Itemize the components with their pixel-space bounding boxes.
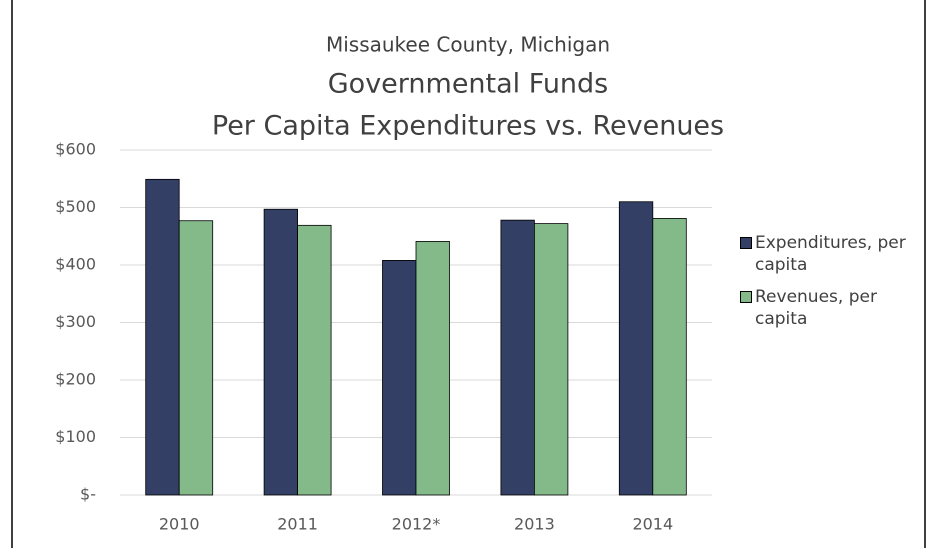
bar [415, 241, 450, 496]
x-tick-label: 2013 [514, 515, 555, 534]
y-tick-label: $200 [55, 370, 96, 389]
bar [382, 259, 417, 496]
x-tick-label: 2011 [277, 515, 318, 534]
chart-title: Governmental Funds [328, 69, 609, 100]
y-tick-label: $600 [55, 140, 96, 159]
y-tick-label: $400 [55, 255, 96, 274]
bar [145, 178, 180, 496]
x-tick-label: 2012* [392, 515, 441, 534]
chart-subtitle: Per Capita Expenditures vs. Revenues [212, 111, 724, 142]
bar [652, 218, 687, 496]
legend-swatch [740, 237, 752, 249]
bar [500, 219, 535, 496]
bar [618, 201, 654, 496]
bar [263, 208, 299, 496]
legend: Expenditures, per capita Revenues, per ca… [740, 232, 920, 340]
legend-label: Revenues, per capita [755, 287, 877, 329]
bar [297, 224, 332, 496]
legend-swatch [740, 291, 752, 303]
bar [534, 223, 569, 496]
legend-item: Revenues, per capita [740, 286, 920, 330]
y-tick-label: $100 [55, 427, 96, 446]
frame [11, 0, 926, 548]
chart-supertitle: Missaukee County, Michigan [326, 33, 610, 57]
x-tick-label: 2010 [159, 515, 200, 534]
y-tick-label: $300 [55, 312, 96, 331]
bar [178, 220, 214, 496]
y-tick-label: $- [80, 485, 96, 504]
legend-label: Expenditures, per capita [755, 233, 906, 275]
legend-item: Expenditures, per capita [740, 232, 920, 276]
x-tick-label: 2014 [632, 515, 673, 534]
y-tick-label: $500 [55, 197, 96, 216]
